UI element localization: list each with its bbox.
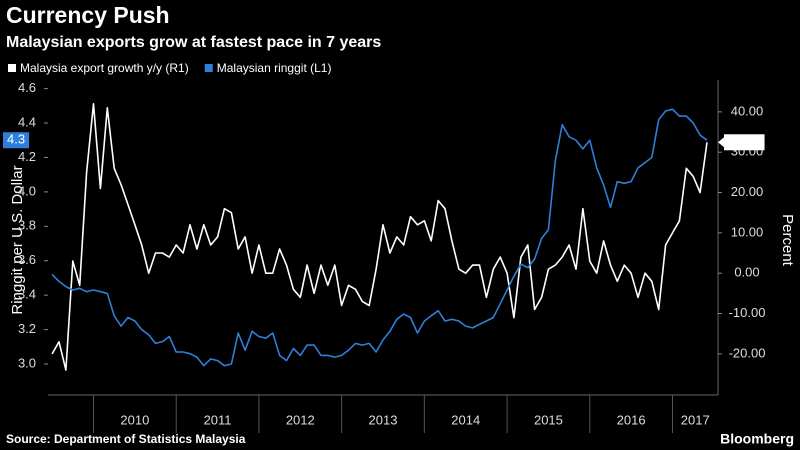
legend-swatch xyxy=(204,64,213,72)
legend-swatch xyxy=(8,64,16,72)
y2-tick-label: 10.00 xyxy=(731,224,764,239)
x-tick-label: 2017 xyxy=(681,412,710,427)
y-axis-label: Ringgit per U.S. Dollar xyxy=(9,165,26,314)
brand: Bloomberg xyxy=(720,431,794,447)
end-label-text: 4.3 xyxy=(7,132,25,147)
end-label-pointer xyxy=(718,137,724,148)
y2-tick-label: 20.00 xyxy=(731,184,764,199)
chart-subtitle: Malaysian exports grow at fastest pace i… xyxy=(6,34,381,51)
end-label-text: 32.46 xyxy=(728,134,761,149)
legend-label: Malaysian ringgit (L1) xyxy=(217,61,332,75)
y-tick-label: 4.2 xyxy=(18,149,36,164)
end-label-box xyxy=(3,132,30,149)
end-label: 32.46 xyxy=(718,134,765,151)
y-tick-label: 3.2 xyxy=(18,321,36,336)
x-tick-label: 2014 xyxy=(451,412,480,427)
y-tick-label: 3.6 xyxy=(18,252,36,267)
y-tick-label: 3.8 xyxy=(18,218,36,233)
series-line xyxy=(51,108,708,367)
y2-axis-label: Percent xyxy=(779,214,796,267)
legend-label: Malaysia export growth y/y (R1) xyxy=(20,61,189,75)
y-tick-label: 4.0 xyxy=(18,183,36,198)
y-tick-label: 3.0 xyxy=(18,355,36,370)
y2-tick-label: 40.00 xyxy=(731,103,764,118)
chart-title: Currency Push xyxy=(6,2,170,28)
end-label: 4.3 xyxy=(3,132,30,149)
x-tick-label: 2013 xyxy=(369,412,398,427)
y2-tick-label: -10.00 xyxy=(729,305,766,320)
y-tick-label: 4.6 xyxy=(18,80,36,95)
x-tick-label: 2015 xyxy=(534,412,563,427)
end-label-box xyxy=(724,134,765,151)
x-tick-label: 2011 xyxy=(204,412,232,427)
series-line xyxy=(51,103,708,371)
x-tick-label: 2016 xyxy=(617,412,646,427)
y2-tick-label: 0.00 xyxy=(734,265,759,280)
y-tick-label: 3.4 xyxy=(18,287,36,302)
x-tick-label: 2010 xyxy=(120,412,149,427)
y2-tick-label: -20.00 xyxy=(729,345,766,360)
y-tick-label: 4.4 xyxy=(18,114,36,129)
source: Source: Department of Statistics Malaysi… xyxy=(6,432,246,446)
x-tick-label: 2012 xyxy=(286,412,315,427)
